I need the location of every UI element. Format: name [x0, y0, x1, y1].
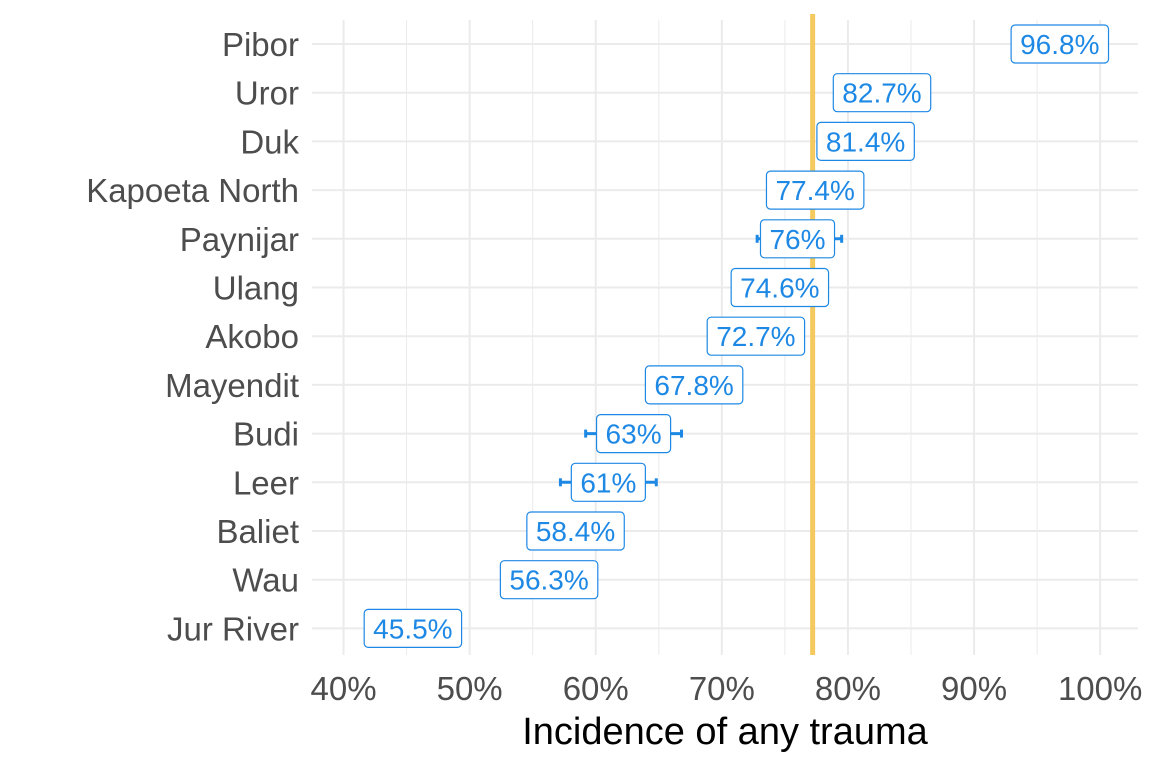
data-label: 96.8% [1010, 24, 1110, 64]
category-label: Wau [232, 562, 299, 599]
x-tick-labels: 40% 50% 60% 70% 80% 90% 100% [310, 670, 1142, 707]
data-label-box [595, 414, 672, 454]
data-label-box [570, 462, 646, 502]
category-label: Budi [233, 416, 299, 453]
category-label: Paynijar [180, 221, 299, 258]
data-label-box [706, 316, 806, 356]
data-label-text: 76% [769, 224, 825, 255]
data-label-box [816, 121, 915, 162]
data-label-text: 81.4% [826, 126, 905, 157]
data-label-box [499, 560, 599, 600]
data-label: 58.4% [526, 511, 625, 551]
data-label-text: 45.5% [373, 613, 452, 644]
x-tick-label: 70% [689, 670, 755, 707]
data-label-box [644, 365, 744, 405]
x-tick-label: 40% [310, 670, 376, 707]
x-tick-label: 50% [437, 670, 503, 707]
data-label-box [832, 73, 932, 113]
grid-layer [312, 20, 1138, 655]
data-marks: 96.8% 82.7% 81.4% 77.4% 76% 74.6% 72.7% 67.8% 63… [363, 24, 1110, 649]
data-label: 67.8% [644, 365, 744, 405]
data-label: 45.5% [363, 608, 463, 649]
data-label-text: 82.7% [842, 78, 921, 109]
x-tick-label: 100% [1058, 670, 1142, 707]
data-label-text: 56.3% [509, 565, 588, 596]
data-label: 61% [570, 462, 646, 502]
data-label-box [765, 170, 865, 210]
data-label-text: 58.4% [536, 516, 615, 547]
data-label-box [363, 608, 463, 649]
category-label: Kapoeta North [86, 172, 299, 209]
data-label-box [1010, 24, 1110, 64]
category-labels: Pibor Uror Duk Kapoeta North Paynijar Ulang Ak… [86, 26, 299, 647]
data-label: 72.7% [706, 316, 806, 356]
data-label-box [526, 511, 625, 551]
data-label: 74.6% [730, 267, 830, 308]
category-label: Uror [235, 75, 299, 112]
x-axis-title: Incidence of any trauma [522, 711, 928, 753]
category-label: Leer [233, 464, 299, 501]
x-tick-label: 90% [941, 670, 1007, 707]
data-label-box [759, 219, 836, 259]
data-label-text: 63% [606, 419, 662, 450]
data-label: 76% [759, 219, 836, 259]
category-label: Baliet [216, 513, 299, 550]
category-label: Akobo [205, 318, 299, 355]
data-label-text: 74.6% [740, 273, 819, 304]
data-label: 82.7% [832, 73, 932, 113]
data-label-text: 67.8% [654, 370, 733, 401]
data-label: 81.4% [816, 121, 915, 162]
data-label-text: 72.7% [716, 321, 795, 352]
x-tick-label: 80% [815, 670, 881, 707]
data-label-box [730, 267, 830, 308]
category-label: Pibor [222, 26, 299, 63]
data-label: 56.3% [499, 560, 599, 600]
category-label: Duk [240, 123, 299, 160]
data-label: 77.4% [765, 170, 865, 210]
data-label-text: 96.8% [1020, 29, 1099, 60]
data-label: 63% [595, 414, 672, 454]
category-label: Jur River [167, 610, 299, 647]
data-label-text: 61% [580, 467, 636, 498]
category-label: Mayendit [165, 367, 299, 404]
category-label: Ulang [213, 270, 299, 307]
data-label-text: 77.4% [775, 175, 854, 206]
x-tick-label: 60% [563, 670, 629, 707]
